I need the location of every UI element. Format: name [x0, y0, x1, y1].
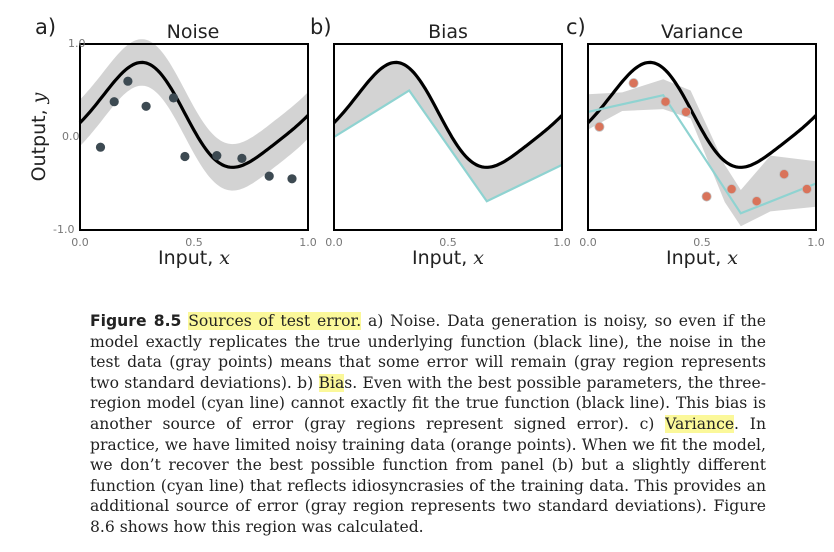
model-line — [333, 89, 563, 203]
model-line — [587, 93, 817, 215]
training-points — [594, 78, 812, 207]
panel-variance: c) Variance 0.0 0.5 1.0 Input, x — [566, 15, 825, 269]
panel-bias: b) Bias 0.0 0.5 1.0 Input, x — [310, 15, 571, 269]
data-point — [726, 184, 737, 195]
data-point — [123, 76, 133, 86]
panel-label-c: c) — [566, 15, 586, 39]
y-tick-label: 0.0 — [62, 130, 80, 143]
panel-label-b: b) — [310, 15, 332, 39]
data-point — [801, 184, 812, 195]
caption-text-c: . In practice, we have limited noisy tra… — [90, 414, 766, 536]
x-tick-label: 1.0 — [299, 236, 317, 249]
x-axis-label: Input, x — [412, 247, 484, 269]
true-function-line — [78, 60, 310, 169]
data-point — [287, 174, 297, 184]
data-point — [168, 93, 179, 103]
x-tick-label: 0.0 — [325, 236, 343, 249]
true-function-line — [586, 60, 818, 169]
data-point — [779, 169, 790, 180]
data-point — [237, 153, 247, 163]
data-point — [751, 196, 762, 207]
data-point — [95, 142, 106, 152]
y-tick-label: 1.0 — [68, 37, 86, 50]
caption-text-b: s. Even with the best possible parameter… — [90, 373, 766, 433]
plot-frame — [587, 43, 817, 231]
x-tick-label: 0.0 — [579, 236, 597, 249]
figure-caption: Figure 8.5 Sources of test error. a) Noi… — [90, 311, 766, 538]
data-point — [180, 151, 190, 162]
true-function-curve — [332, 60, 564, 169]
data-point — [660, 96, 671, 107]
x-tick-label: 0.0 — [71, 236, 89, 249]
noise-band — [80, 39, 308, 191]
panel-title-variance: Variance — [661, 21, 743, 43]
true-function-curve — [586, 60, 818, 169]
plot-frame — [333, 43, 563, 231]
panel-title-bias: Bias — [428, 21, 468, 43]
data-point — [681, 106, 692, 117]
figure-8-5: a) Noise 1.0 0.0 -1.0 0.0 0.5 1.0 Input,… — [28, 15, 825, 269]
x-tick-label: 0.5 — [185, 236, 203, 249]
data-point — [701, 191, 712, 202]
highlight-variance: Variance — [665, 414, 735, 433]
data-point — [141, 101, 151, 111]
true-function-line — [332, 60, 564, 169]
x-tick-label: 1.0 — [553, 236, 571, 249]
x-tick-label: 0.5 — [439, 236, 457, 249]
cyan-model-line — [333, 89, 563, 203]
y-axis-label: Output, y — [28, 92, 50, 181]
data-point — [628, 78, 639, 89]
panel-title-noise: Noise — [167, 21, 220, 43]
figure-label: Figure 8.5 — [90, 312, 182, 330]
caption-text-a: a) Noise. Data generation is noisy, so e… — [90, 312, 766, 392]
cyan-model-line — [587, 93, 817, 215]
data-point — [212, 151, 222, 161]
highlight-bias: Bia — [318, 373, 345, 392]
test-points — [95, 76, 297, 184]
x-tick-label: 1.0 — [807, 236, 825, 249]
caption-title: Sources of test error. — [188, 312, 362, 330]
gray-band — [588, 79, 816, 227]
y-tick-label: -1.0 — [53, 223, 74, 236]
x-axis-label: Input, x — [666, 247, 738, 269]
panel-label-a: a) — [35, 15, 56, 39]
variance-band — [588, 79, 816, 227]
panel-noise: a) Noise 1.0 0.0 -1.0 0.0 0.5 1.0 Input,… — [28, 15, 317, 269]
true-function-curve — [78, 60, 310, 169]
gray-band — [80, 39, 308, 191]
plot-frame — [79, 43, 309, 231]
data-point — [264, 171, 274, 181]
x-axis-label: Input, x — [158, 247, 230, 269]
x-tick-label: 0.5 — [693, 236, 711, 249]
data-point — [109, 97, 119, 107]
data-point — [594, 121, 605, 132]
